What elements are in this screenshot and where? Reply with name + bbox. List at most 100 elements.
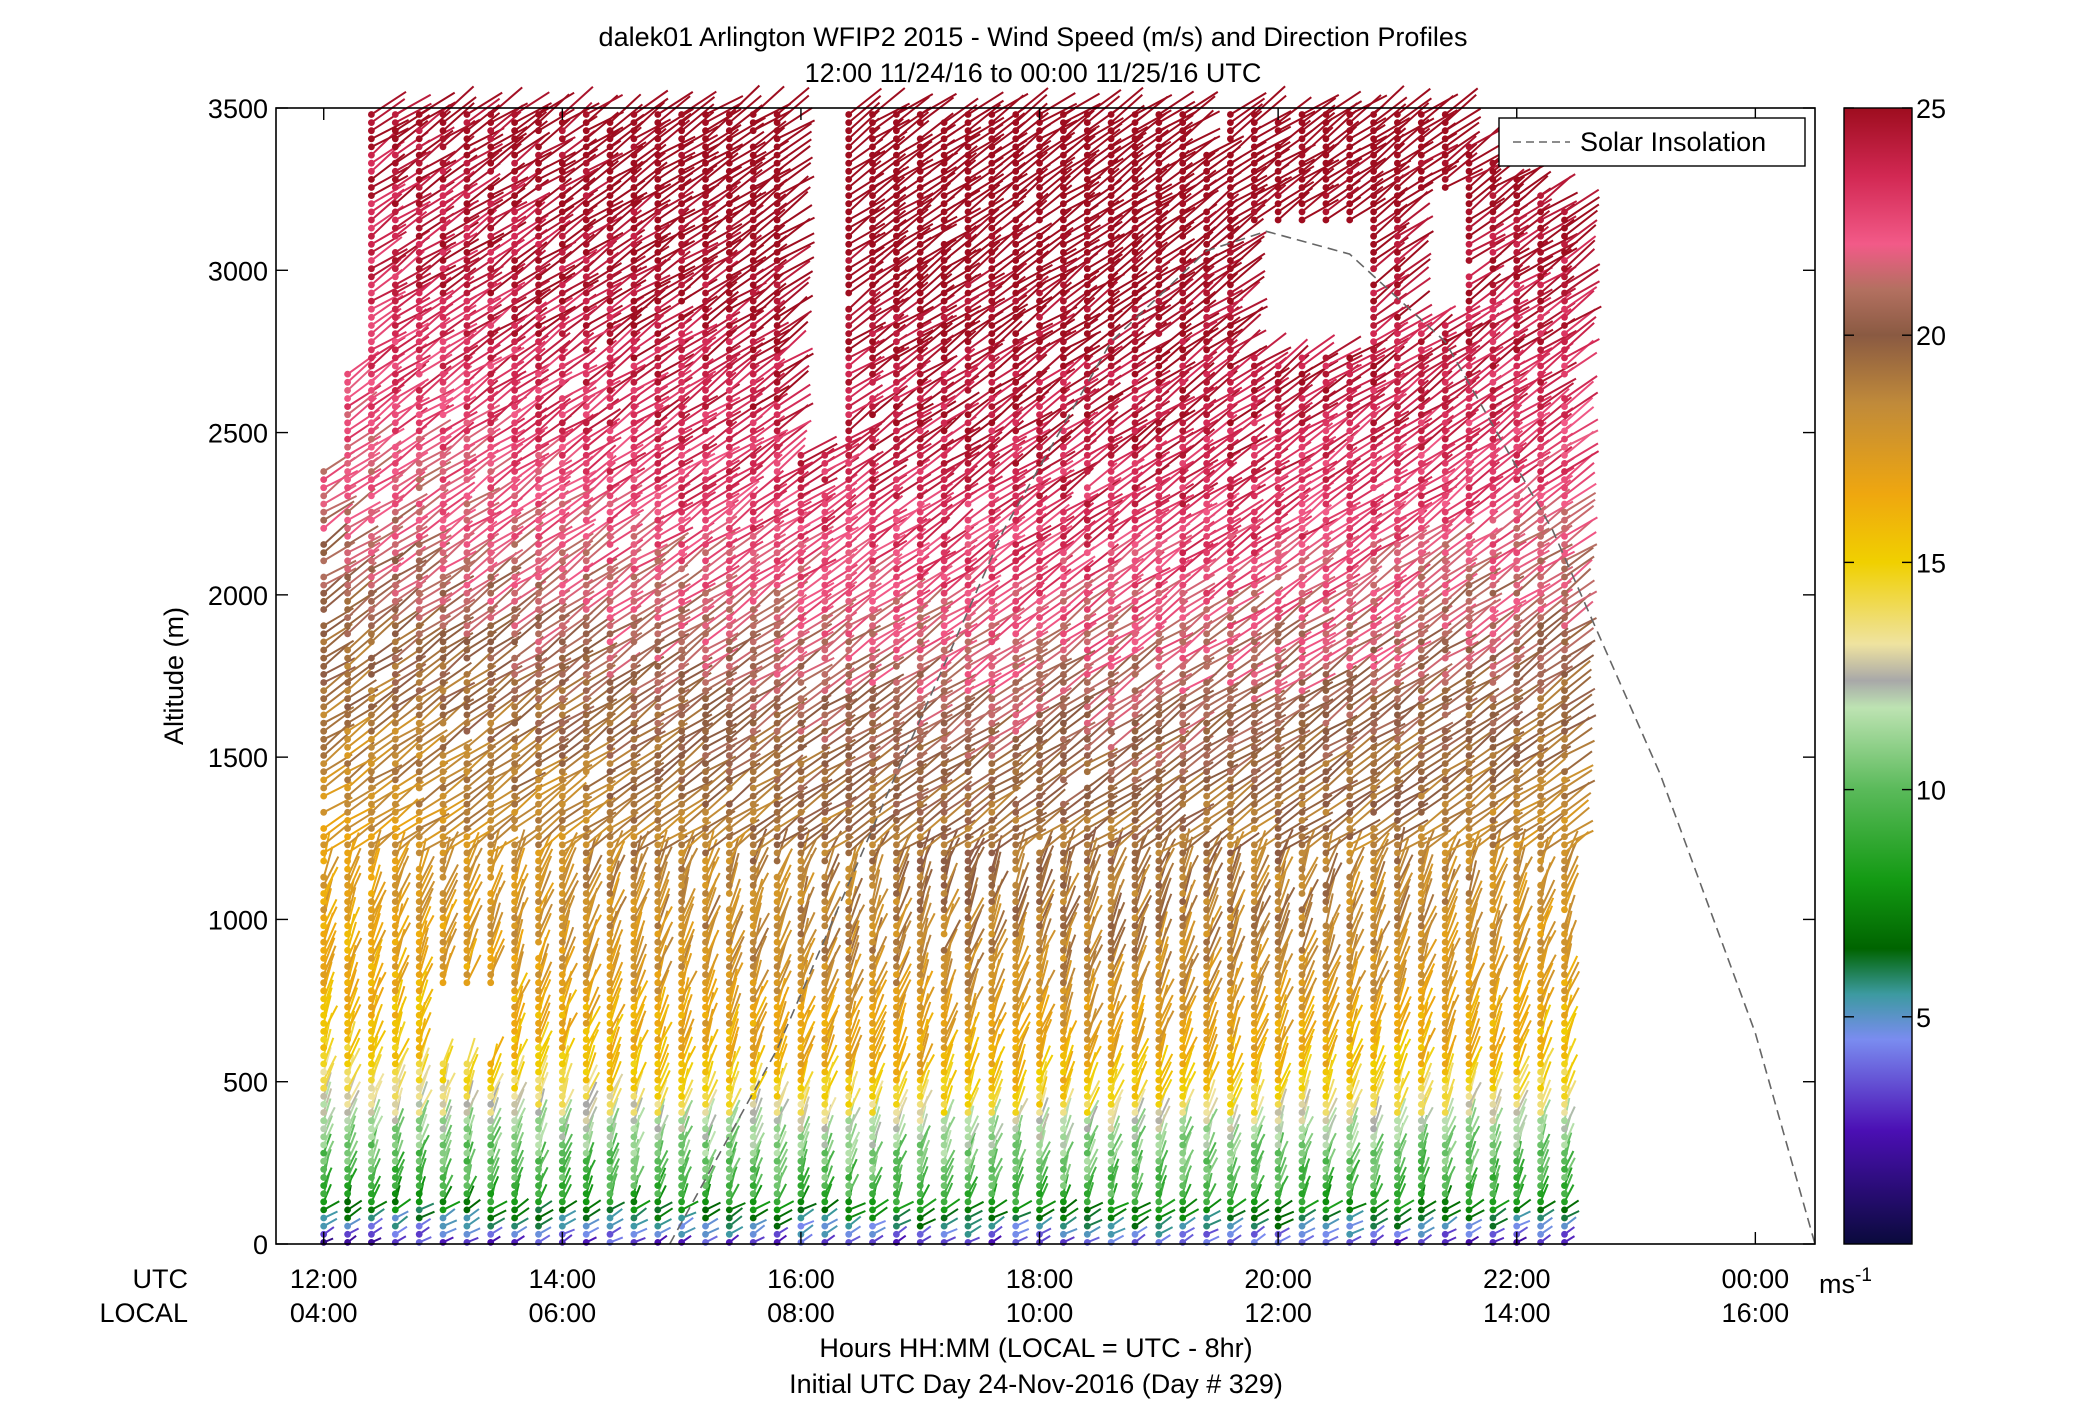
wind-barb-dot bbox=[654, 752, 662, 759]
wind-barb-dot bbox=[582, 808, 590, 816]
wind-barb-dot bbox=[463, 857, 471, 865]
wind-barb-dot bbox=[606, 127, 614, 135]
wind-barb-dot bbox=[606, 646, 614, 654]
wind-barb-dot bbox=[535, 167, 542, 175]
wind-barb-dot bbox=[558, 224, 566, 232]
wind-barb-dot bbox=[749, 662, 757, 670]
wind-barb-line bbox=[465, 1107, 474, 1130]
wind-barb-dot bbox=[630, 1109, 638, 1116]
wind-barb-line bbox=[370, 971, 387, 1000]
wind-barb-dot bbox=[678, 1230, 685, 1238]
wind-barb-dot bbox=[511, 890, 518, 897]
wind-barb-dot bbox=[415, 387, 423, 394]
wind-barb-dot bbox=[582, 1044, 590, 1051]
wind-barb-dot bbox=[606, 727, 614, 735]
wind-barb-dot bbox=[463, 354, 471, 362]
wind-barb-dot bbox=[439, 817, 447, 824]
wind-barb-line bbox=[394, 1011, 403, 1040]
wind-barb-dot bbox=[749, 565, 757, 573]
wind-barb-dot bbox=[654, 654, 662, 662]
wind-barb-dot bbox=[702, 565, 709, 573]
wind-barb-dot bbox=[654, 606, 662, 613]
wind-barb-line bbox=[347, 501, 381, 522]
wind-barb-dot bbox=[606, 216, 614, 224]
wind-barb-dot bbox=[725, 127, 733, 135]
wind-barb-line bbox=[418, 896, 432, 927]
wind-barb-dot bbox=[415, 1044, 423, 1051]
wind-barb-dot bbox=[368, 760, 375, 767]
wind-barb-dot bbox=[415, 484, 423, 492]
wind-barb-dot bbox=[487, 930, 495, 938]
wind-barb-line bbox=[394, 633, 424, 659]
wind-barb-dot bbox=[439, 938, 447, 946]
wind-barb-line bbox=[442, 872, 459, 903]
wind-barb-dot bbox=[558, 159, 566, 167]
wind-barb-dot bbox=[487, 890, 495, 897]
wind-barb-dot bbox=[535, 200, 542, 208]
wind-barb-dot bbox=[582, 646, 590, 654]
wind-barb-dot bbox=[749, 1190, 757, 1198]
wind-barb-dot bbox=[702, 703, 709, 711]
wind-barb-dot bbox=[606, 1165, 614, 1173]
wind-barb-line bbox=[442, 738, 473, 757]
wind-barb-dot bbox=[749, 857, 757, 865]
wind-barb-dot bbox=[654, 1109, 662, 1116]
wind-barb-dot bbox=[558, 176, 566, 183]
wind-barb-dot bbox=[630, 955, 638, 962]
wind-barb-line bbox=[466, 143, 503, 165]
wind-barb-dot bbox=[368, 297, 375, 305]
wind-barb-dot bbox=[511, 451, 518, 459]
wind-barb-dot bbox=[439, 1068, 447, 1076]
wind-barb-dot bbox=[749, 476, 757, 483]
wind-barb-dot bbox=[606, 289, 614, 297]
wind-barb-dot bbox=[582, 451, 590, 459]
wind-barb-dot bbox=[391, 898, 399, 905]
wind-barb-dot bbox=[344, 760, 351, 767]
wind-barb-dot bbox=[630, 1101, 638, 1108]
wind-barb-line bbox=[370, 455, 403, 481]
wind-barb-line bbox=[490, 548, 524, 570]
wind-barb-dot bbox=[749, 1133, 757, 1141]
wind-barb-dot bbox=[558, 435, 566, 443]
wind-barb-dot bbox=[487, 1230, 495, 1238]
wind-barb-dot bbox=[535, 752, 542, 759]
wind-barb-line bbox=[323, 495, 358, 513]
wind-barb-dot bbox=[535, 1190, 542, 1198]
wind-barb-dot bbox=[630, 995, 638, 1003]
wind-barb-dot bbox=[511, 159, 518, 167]
wind-barb-line bbox=[370, 427, 405, 449]
wind-barb-dot bbox=[558, 662, 566, 670]
wind-barb-dot bbox=[511, 1117, 518, 1125]
wind-barb-dot bbox=[487, 387, 495, 394]
wind-barb-dot bbox=[702, 833, 709, 841]
wind-barb-dot bbox=[415, 1125, 423, 1133]
wind-barb-dot bbox=[439, 508, 447, 516]
wind-barb-dot bbox=[511, 224, 518, 232]
wind-barb-dot bbox=[558, 240, 566, 248]
wind-barb-dot bbox=[749, 1125, 757, 1133]
wind-barb-dot bbox=[368, 1174, 375, 1181]
wind-barb-dot bbox=[606, 638, 614, 646]
wind-barb-line bbox=[322, 1062, 335, 1089]
wind-barb-dot bbox=[344, 1149, 351, 1157]
wind-barb-dot bbox=[606, 1076, 614, 1084]
wind-barb-dot bbox=[439, 1060, 447, 1068]
wind-barb-dot bbox=[535, 557, 542, 565]
wind-barb-dot bbox=[487, 143, 495, 151]
wind-barb-dot bbox=[606, 338, 614, 346]
wind-barb-dot bbox=[463, 322, 471, 329]
wind-barb-dot bbox=[678, 1036, 685, 1043]
wind-barb-dot bbox=[654, 727, 662, 735]
wind-barb-dot bbox=[702, 346, 709, 354]
wind-barb-line bbox=[394, 284, 428, 311]
wind-barb-dot bbox=[391, 1109, 399, 1116]
wind-barb-dot bbox=[511, 881, 518, 889]
wind-barb-line bbox=[490, 380, 521, 408]
wind-barb-dot bbox=[511, 387, 518, 394]
wind-barb-dot bbox=[463, 427, 471, 435]
wind-barb-dot bbox=[678, 1044, 685, 1051]
wind-barb-dot bbox=[391, 208, 399, 216]
wind-barb-dot bbox=[320, 1133, 328, 1141]
wind-barb-dot bbox=[439, 1149, 447, 1157]
wind-barb-dot bbox=[725, 1174, 733, 1181]
